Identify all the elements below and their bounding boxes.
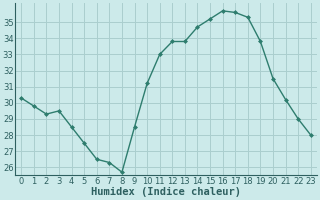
X-axis label: Humidex (Indice chaleur): Humidex (Indice chaleur)	[91, 187, 241, 197]
